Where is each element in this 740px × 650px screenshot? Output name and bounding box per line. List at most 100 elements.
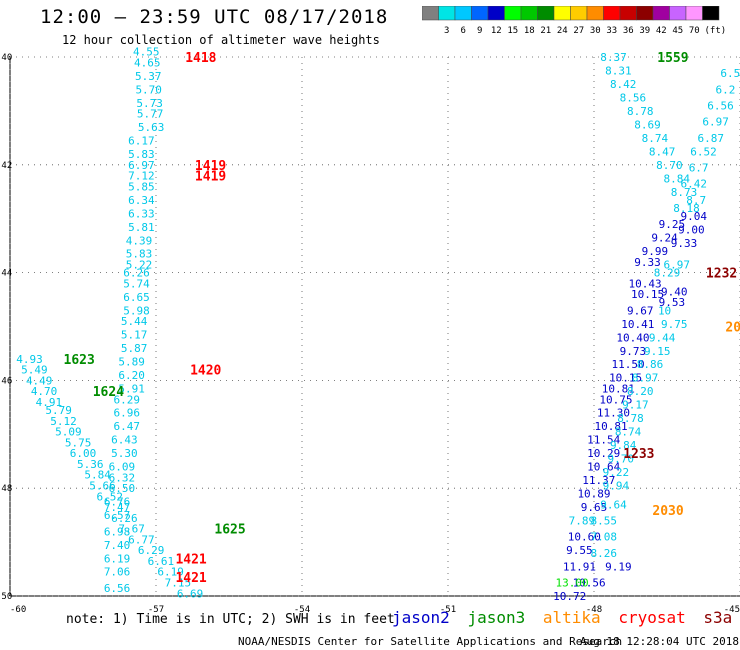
swh-value-label: 8.56 (620, 91, 647, 104)
swh-value-label: 6.43 (111, 434, 138, 447)
pass-time-label: 1420 (190, 364, 221, 379)
swh-value-label: 5.84 (84, 469, 111, 482)
swh-value-label: 8.86 (637, 358, 664, 371)
swh-value-label: 8.78 (627, 105, 654, 118)
swh-value-label: 10.41 (621, 318, 654, 331)
swh-value-label: 8.74 (615, 426, 642, 439)
pass-time-label: 2021 (725, 321, 740, 336)
wave-height-colorbar: 3 6 9 12 15 18 21 24 27 30 33 36 39 42 45 70 (ft) (422, 6, 727, 36)
colorbar-tick-label: 24 (557, 26, 568, 36)
swh-value-label: 9.73 (620, 345, 647, 358)
swh-value-label: 5.83 (128, 148, 155, 161)
swh-value-label: 5.49 (21, 364, 48, 377)
swh-value-label: 10.72 (553, 590, 586, 603)
colorbar-tick-label: 36 (623, 26, 634, 36)
swh-value-label: 5.89 (118, 356, 145, 369)
swh-value-label: 9.75 (661, 318, 688, 331)
pass-time-label: 1625 (214, 523, 245, 538)
swh-value-label: 9.99 (642, 245, 669, 258)
swh-value-label: 9.24 (651, 232, 678, 245)
swh-value-label: 6.50 (109, 482, 136, 495)
swh-value-label: 7.47 (104, 501, 131, 514)
swh-value-label: 6.09 (109, 461, 136, 474)
swh-value-label: 8.47 (649, 145, 676, 158)
swh-value-label: 6.42 (681, 178, 708, 191)
swh-value-label: 6.2 (715, 83, 735, 96)
satellite-legend: jason2 jason3 altika cryosat s3a (392, 608, 740, 627)
swh-value-label: 10.81 (594, 420, 627, 433)
swh-value-label: 9.15 (644, 345, 671, 358)
colorbar-unit-label: (ft) (705, 26, 727, 36)
swh-value-label: 9.00 (678, 223, 705, 236)
swh-value-label: 13.00 (556, 577, 589, 590)
swh-value-label: 8.31 (605, 64, 632, 77)
swh-value-label: 6.20 (118, 369, 145, 382)
colorbar-tick-label: 30 (590, 26, 601, 36)
swh-value-label: 10.56 (573, 577, 606, 590)
swh-value-label: 6.98 (104, 525, 131, 538)
swh-value-label: 8.20 (627, 385, 654, 398)
colorbar-swatch (702, 6, 720, 21)
swh-value-label: 5.98 (123, 304, 150, 317)
latitude-label: -50 (0, 592, 12, 602)
swh-value-label: 8.97 (632, 372, 659, 385)
colorbar-tick-label: 42 (656, 26, 667, 36)
swh-value-label: 6.76 (104, 496, 131, 509)
swh-value-label: 6.77 (128, 533, 155, 546)
swh-value-label: 8.74 (642, 132, 669, 145)
swh-value-label: 6.33 (128, 207, 155, 220)
longitude-label: -51 (440, 605, 456, 615)
legend-altika: altika (542, 608, 601, 627)
swh-value-label: 7.40 (104, 539, 131, 552)
swh-value-label: 10.60 (568, 531, 601, 544)
colorbar-tick-label: 45 (672, 26, 683, 36)
colorbar-tick-label: 27 (573, 26, 584, 36)
swh-value-label: 8.18 (673, 202, 700, 215)
pass-time-label: 1623 (64, 353, 95, 368)
swh-value-label: 5.91 (118, 382, 145, 395)
footer-credit: NOAA/NESDIS Center for Satellite Applica… (238, 635, 623, 648)
swh-value-label: 6.32 (109, 471, 136, 484)
swh-value-label: 8.37 (600, 51, 627, 64)
swh-value-label: 6.52 (690, 145, 717, 158)
swh-value-label: 5.22 (126, 259, 153, 272)
pass-time-label: 1233 (623, 447, 654, 462)
swh-value-label: 6.57 (104, 509, 131, 522)
swh-value-label: 5.79 (45, 404, 72, 417)
swh-value-label: 11.54 (587, 434, 620, 447)
map-grid (9, 56, 740, 597)
swh-value-label: 8.69 (634, 118, 661, 131)
swh-value-label: 6.29 (114, 393, 141, 406)
swh-value-label: 6.97 (663, 259, 690, 272)
swh-value-label: 5.63 (138, 121, 165, 134)
longitude-label: -60 (10, 605, 26, 615)
longitude-label: -57 (148, 605, 164, 615)
swh-value-label: 6.69 (177, 587, 204, 600)
swh-value-label: 10.64 (587, 461, 620, 474)
swh-value-label: 6.19 (104, 552, 131, 565)
swh-value-label: 5.75 (65, 436, 92, 449)
longitude-label: -48 (586, 605, 602, 615)
swh-value-label: 5.74 (123, 277, 150, 290)
units-note: note: 1) Time is in UTC; 2) SWH is in fe… (66, 612, 395, 627)
latitude-label: -44 (0, 269, 12, 279)
swh-value-label: 11.50 (612, 358, 645, 371)
swh-value-label: 4.91 (36, 396, 63, 409)
pass-time-label: 1418 (185, 51, 216, 66)
latitude-label: -48 (0, 484, 12, 494)
swh-value-label: 5.73 (136, 97, 163, 110)
swh-value-label: 7.89 (569, 515, 596, 528)
pass-time-label: 2030 (652, 504, 683, 519)
longitude-label: -54 (294, 605, 310, 615)
swh-value-label: 9.19 (605, 560, 632, 573)
pass-time-label: 1421 (175, 571, 206, 586)
latitude-label: -40 (0, 53, 12, 63)
swh-value-label: 9.55 (566, 544, 593, 557)
swh-value-label: 6.5 (720, 67, 740, 80)
colorbar-tick-label: 3 (444, 26, 449, 36)
colorbar-tick-label: 39 (639, 26, 650, 36)
swh-value-label: 10.43 (629, 277, 662, 290)
swh-value-label: 6.19 (157, 566, 184, 579)
swh-value-label: 6.17 (128, 135, 155, 148)
swh-value-label: 9.65 (581, 501, 608, 514)
